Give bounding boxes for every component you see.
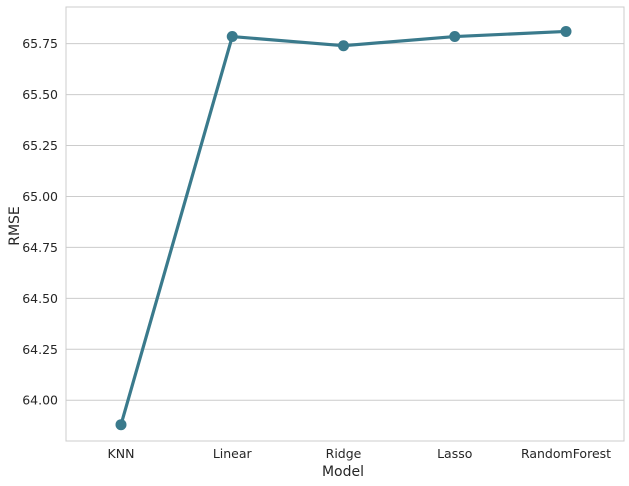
y-tick-label: 65.00 [22, 189, 58, 204]
x-tick-label: RandomForest [521, 446, 611, 461]
data-point-randomforest [560, 25, 572, 37]
y-tick-label: 64.75 [22, 240, 58, 255]
y-tick-label: 64.50 [22, 291, 58, 306]
y-axis-label: RMSE [7, 206, 23, 246]
data-point-linear [226, 31, 238, 43]
x-tick-label: Lasso [437, 446, 472, 461]
data-point-ridge [338, 40, 349, 52]
x-tick-label: KNN [108, 446, 135, 461]
x-tick-label: Linear [213, 446, 253, 461]
y-grid-lines [66, 43, 624, 401]
y-tick-label: 64.00 [22, 393, 58, 408]
x-tick-labels: KNN Linear Ridge Lasso RandomForest [108, 446, 612, 461]
data-point-lasso [449, 31, 461, 43]
x-tick-label: Ridge [326, 446, 362, 461]
y-tick-label: 65.50 [22, 87, 58, 102]
plot-area-frame [65, 6, 625, 442]
data-point-knn [115, 419, 127, 431]
y-tick-label: 64.25 [22, 342, 58, 357]
y-tick-labels: 64.00 64.25 64.50 64.75 65.00 65.25 65.50 65.75 [22, 36, 58, 408]
y-tick-label: 65.75 [22, 36, 58, 51]
y-tick-label: 65.25 [22, 138, 58, 153]
x-axis-label: Model [322, 464, 364, 480]
series-layer [115, 25, 572, 431]
